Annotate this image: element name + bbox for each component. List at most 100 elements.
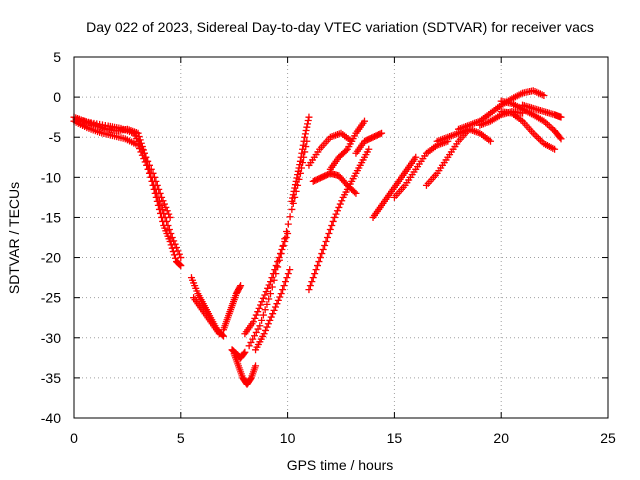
data-point [270,276,278,284]
data-point [140,149,148,157]
x-tick-label: 0 [70,430,78,446]
data-point [277,250,285,258]
data-point [293,174,301,182]
data-point [551,145,559,153]
data-point [305,113,313,121]
data-point [218,331,226,339]
data-point [543,120,551,128]
y-tick-label: -40 [41,410,61,426]
y-tick-label: -15 [41,209,61,225]
data-point [303,123,311,131]
data-point [157,201,165,209]
data-point [264,284,272,292]
data-point [258,298,266,306]
data-point [267,313,275,321]
data-point [286,266,294,274]
series-track-mid-2 [305,129,356,169]
x-tick-label: 20 [493,430,509,446]
data-point [336,200,344,208]
data-point [149,169,157,177]
data-point [556,133,564,141]
data-point [326,225,334,233]
data-point [283,274,291,282]
data-point [278,246,286,254]
data-point [215,330,223,338]
data-point [519,109,527,117]
data-point [342,147,350,155]
data-point [254,308,262,316]
tick-labels: 0 5 10 15 20 25 5 0 -5 -10 -15 -20 -25 -30 -35 -40 [41,49,616,446]
data-point [302,127,310,135]
series-track-min-2 [228,346,249,362]
data-point [249,335,257,343]
data-point [360,117,368,125]
data-point [277,290,285,298]
data-point [283,227,291,235]
data-point [263,323,271,331]
data-point [557,135,565,143]
data-point [261,291,269,299]
data-point [557,113,565,121]
data-point [264,320,272,328]
data-point [301,130,309,138]
y-tick-label: -35 [41,370,61,386]
data-point [540,92,548,100]
data-point [289,194,297,202]
data-point [289,191,297,199]
data-point [263,300,271,308]
data-point [261,306,269,314]
series-track-late-4 [519,101,565,121]
data-point [316,254,324,262]
data-point [275,256,283,264]
data-point [262,288,270,296]
data-point [158,193,166,201]
data-point [284,270,292,278]
data-point [271,303,279,311]
data-point [301,133,309,141]
data-point [220,332,228,340]
data-point [533,133,541,141]
data-points [70,87,565,388]
data-point [265,295,273,303]
y-axis-label: SDTVAR / TECUs [6,182,22,294]
data-point [267,290,275,298]
data-point [171,240,179,248]
data-point [159,197,167,205]
data-point [256,322,264,330]
series-track-17-19 [433,125,495,145]
data-point [162,203,170,211]
data-point [280,282,288,290]
data-point [288,197,296,205]
data-point [168,244,176,252]
chart-title: Day 022 of 2023, Sidereal Day-to-day VTE… [86,19,594,35]
data-point [297,153,305,161]
series-track-mid-4 [326,117,368,173]
data-point [155,185,163,193]
data-point [296,161,304,169]
data-point [150,173,158,181]
data-point [167,241,175,249]
data-point [171,254,179,262]
data-point [535,134,543,142]
x-tick-label: 10 [280,430,296,446]
data-point [251,314,259,322]
data-point [269,310,277,318]
data-point [272,262,280,270]
data-point [241,348,249,356]
data-point [167,229,175,237]
data-point [168,234,176,241]
data-point [286,213,294,221]
data-point [487,137,495,145]
data-point [245,342,253,350]
data-point [236,283,244,291]
x-tick-label: 5 [177,430,185,446]
data-point [328,221,336,229]
data-point [305,286,313,294]
data-point [250,332,258,340]
plot-frame [73,56,609,419]
data-point [325,229,333,237]
data-point [138,145,146,153]
data-point [175,250,183,258]
data-point [164,221,172,229]
data-point [291,184,299,192]
